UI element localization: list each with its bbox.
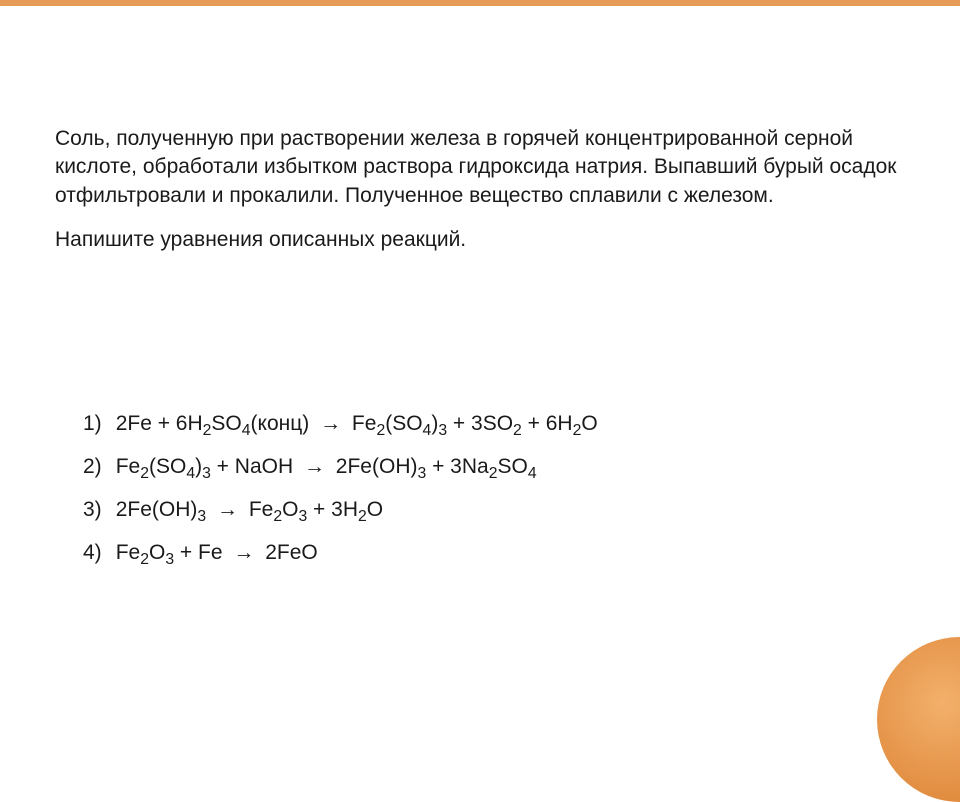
problem-statement: Соль, полученную при растворении железа … xyxy=(55,125,905,210)
equation-number: 4) xyxy=(83,541,102,565)
problem-instruction: Напишите уравнения описанных реакций. xyxy=(55,228,905,252)
equation-formula: Fe2(SO4)3 + NaOH → 2Fe(OH)3 + 3Na2SO4 xyxy=(116,455,537,479)
equation-1: 1) 2Fe + 6H2SO4(конц) → Fe2(SO4)3 + 3SO2… xyxy=(83,412,905,436)
equation-3: 3) 2Fe(OH)3 → Fe2O3 + 3H2O xyxy=(83,498,905,522)
equation-formula: 2Fe(OH)3 → Fe2O3 + 3H2O xyxy=(116,498,383,522)
equations-list: 1) 2Fe + 6H2SO4(конц) → Fe2(SO4)3 + 3SO2… xyxy=(55,412,905,565)
equation-number: 2) xyxy=(83,455,102,479)
equation-number: 1) xyxy=(83,412,102,436)
equation-formula: Fe2O3 + Fe → 2FeO xyxy=(116,541,318,565)
slide-content: Соль, полученную при растворении железа … xyxy=(0,0,960,565)
accent-bar xyxy=(0,0,960,6)
equation-2: 2) Fe2(SO4)3 + NaOH → 2Fe(OH)3 + 3Na2SO4 xyxy=(83,455,905,479)
equation-formula: 2Fe + 6H2SO4(конц) → Fe2(SO4)3 + 3SO2 + … xyxy=(116,412,598,436)
equation-number: 3) xyxy=(83,498,102,522)
equation-4: 4) Fe2O3 + Fe → 2FeO xyxy=(83,541,905,565)
